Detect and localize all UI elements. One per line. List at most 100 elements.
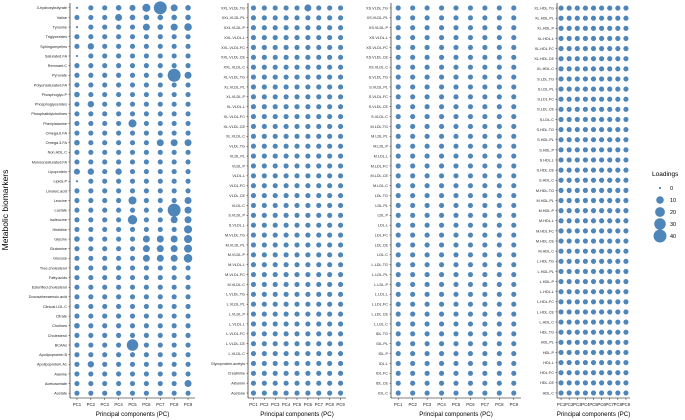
bubble <box>102 130 108 136</box>
bubble <box>467 94 474 100</box>
bubble <box>157 371 163 377</box>
bubble <box>615 147 621 153</box>
x-axis-title: Principal components (PC) <box>96 411 170 418</box>
bubble <box>607 380 613 386</box>
bubble <box>250 242 257 248</box>
bubble <box>566 370 572 376</box>
y-tick-label: XL.HDL.PL <box>535 17 554 21</box>
bubble <box>116 120 122 126</box>
bubble <box>316 301 322 307</box>
bubble <box>102 265 108 271</box>
bubble <box>143 63 149 69</box>
bubble <box>566 15 572 21</box>
bubble <box>558 76 564 82</box>
bubble <box>511 64 517 70</box>
y-tick-label: Linoleic.acid <box>46 189 67 193</box>
bubble <box>327 84 333 90</box>
bubble <box>623 187 629 193</box>
y-tick-label: HDL.PL <box>541 341 554 345</box>
bubble <box>424 94 430 100</box>
bubble <box>511 192 517 199</box>
bubble <box>582 167 588 173</box>
bubble <box>582 278 588 285</box>
bubble <box>438 291 445 297</box>
y-tick-label: XXL.VLDL.C <box>223 66 245 70</box>
bubble <box>327 291 333 297</box>
bubble <box>294 360 300 367</box>
bubble <box>305 54 311 60</box>
bubble <box>453 262 459 268</box>
bubble <box>283 143 289 149</box>
bubble <box>511 173 517 179</box>
bubble <box>453 64 459 70</box>
bubble <box>410 212 416 218</box>
bubble <box>623 35 629 42</box>
bubble <box>467 54 474 60</box>
y-tick-label: L.VLDL.C <box>229 352 246 356</box>
bubble <box>143 284 149 290</box>
y-tick-label: L.LDL.TG <box>372 263 389 267</box>
bubble <box>566 187 572 193</box>
bubble <box>582 106 588 112</box>
bubble <box>599 390 605 396</box>
bubble <box>327 350 333 357</box>
bubble <box>116 352 122 358</box>
bubble <box>88 82 94 88</box>
y-tick-label: M.HDL.FC <box>536 229 554 233</box>
bubble <box>74 149 80 155</box>
bubble <box>582 5 588 11</box>
y-tick-label: M.LDL.L <box>374 154 388 158</box>
bubble <box>615 86 621 92</box>
bubble <box>327 222 333 228</box>
y-tick-label: Tree.cholesterol <box>40 266 67 270</box>
y-tick-label: VLDL.P <box>232 164 246 168</box>
bubble <box>590 218 597 224</box>
bubble <box>496 74 502 80</box>
bubble <box>582 197 588 204</box>
bubble <box>157 217 163 223</box>
bubble <box>511 54 517 60</box>
y-axis-title: Metabolic biomarkers <box>0 170 10 251</box>
bubble <box>316 262 322 268</box>
bubble <box>250 321 257 327</box>
y-tick-label: IDL.P <box>379 352 389 356</box>
bubble <box>453 113 459 120</box>
bubble <box>129 188 136 194</box>
bubble <box>599 309 605 315</box>
bubble <box>283 183 289 189</box>
legend-title: Loadings <box>652 171 679 178</box>
bubble <box>482 222 488 228</box>
bubble <box>582 147 588 153</box>
bubble <box>453 291 459 297</box>
bubble <box>623 157 629 163</box>
bubble <box>590 127 597 133</box>
bubble <box>171 43 177 49</box>
bubble <box>294 183 300 189</box>
bubble <box>294 94 300 100</box>
bubble <box>185 323 191 329</box>
bubble <box>74 361 80 367</box>
bubble <box>316 133 322 139</box>
bubble <box>261 271 267 278</box>
bubble <box>156 254 164 262</box>
bubble <box>283 331 289 337</box>
y-tick-label: XXL.VLDL.P <box>224 26 246 30</box>
bubble <box>337 34 344 41</box>
bubble <box>283 271 289 278</box>
y-tick-label: M.LDL.PL <box>371 135 388 139</box>
bubble <box>102 91 108 98</box>
bubble <box>88 140 94 146</box>
bubble <box>590 106 597 112</box>
bubble <box>170 139 178 147</box>
bubble <box>438 133 445 139</box>
bubble <box>395 271 401 278</box>
bubble <box>272 341 278 347</box>
bubble <box>250 173 257 179</box>
bubble <box>599 268 605 274</box>
bubble <box>185 34 191 40</box>
y-tick-label: S.LDL.C <box>540 118 555 122</box>
bubble <box>410 94 416 100</box>
bubble <box>88 352 94 358</box>
bubble <box>607 137 613 143</box>
x-tick-label: PC3 <box>423 402 432 407</box>
